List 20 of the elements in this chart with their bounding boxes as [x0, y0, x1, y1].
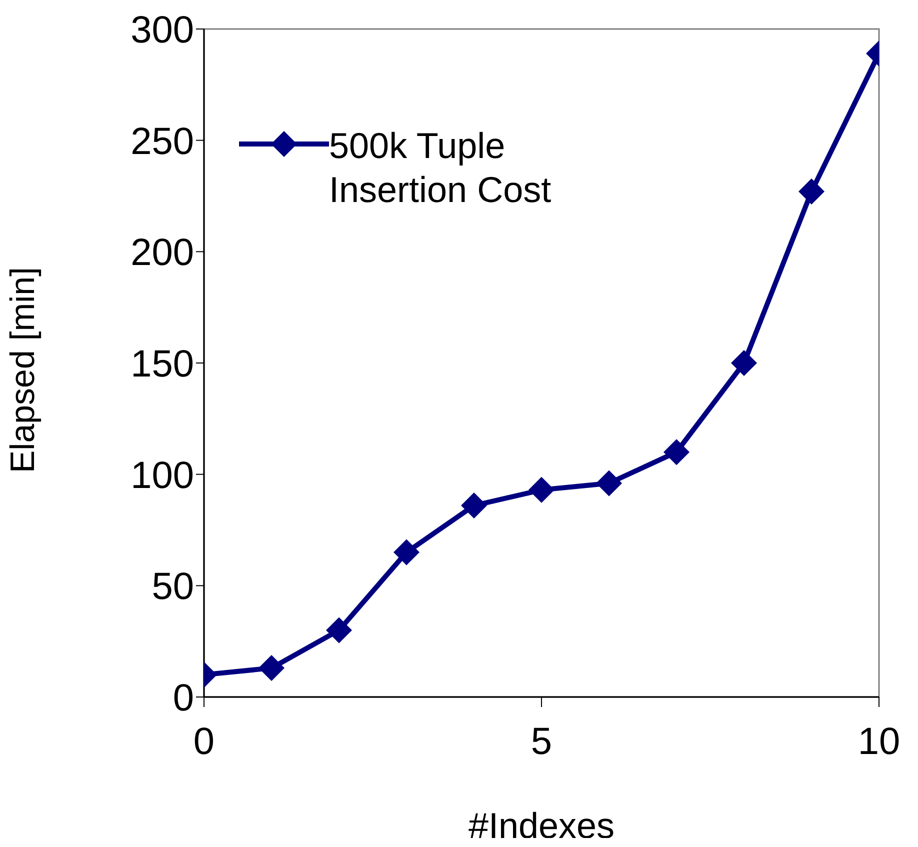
point: [258, 655, 284, 682]
point: [394, 539, 420, 566]
point: [798, 178, 824, 205]
x-tick-label: 5: [530, 720, 552, 763]
y-tick-label: 150: [130, 343, 194, 386]
point: [664, 439, 690, 466]
point: [461, 492, 487, 519]
x-tick-label: 10: [858, 720, 900, 763]
y-tick-label: 100: [130, 454, 194, 497]
point: [528, 476, 554, 503]
y-tick-label: 0: [172, 677, 194, 720]
legend-label: 500k Tuple Insertion Cost: [329, 124, 552, 212]
point: [731, 350, 757, 376]
y-tick-label: 250: [130, 120, 194, 163]
y-axis-title: Elapsed [min]: [4, 267, 42, 473]
y-tick-label: 200: [130, 232, 194, 274]
point: [596, 470, 622, 496]
point: [326, 617, 352, 644]
y-tick-label: 300: [130, 9, 194, 52]
y-tick-label: 50: [152, 566, 194, 608]
